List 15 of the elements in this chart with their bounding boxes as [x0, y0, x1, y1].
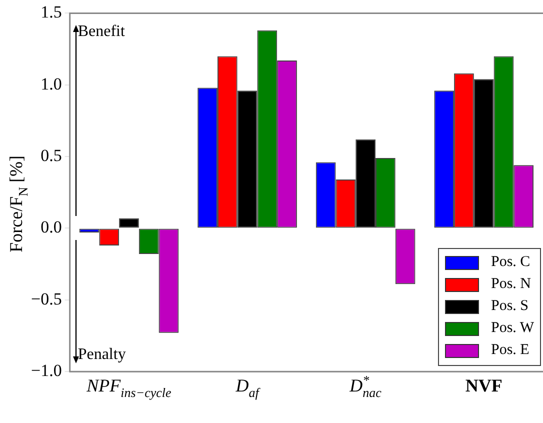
- y-axis-title: Force/FN [%]: [6, 156, 30, 252]
- legend-label: Pos. S: [491, 298, 529, 316]
- y-tick-label: 0.0: [40, 218, 62, 237]
- x-tick-label: NVF: [465, 376, 502, 396]
- legend-label: Pos. E: [491, 342, 530, 360]
- annotation: Benefit: [78, 23, 125, 42]
- legend-label: Pos. C: [491, 254, 530, 272]
- y-tick-label: 0.5: [40, 146, 62, 166]
- legend-label: Pos. W: [491, 320, 534, 338]
- legend-label: Pos. N: [491, 276, 532, 294]
- y-tick-label: −0.5: [30, 289, 62, 308]
- y-tick-label: 1.5: [40, 2, 62, 22]
- y-tick-label: 1.0: [40, 74, 62, 94]
- y-tick-label: −1.0: [30, 361, 62, 380]
- annotation: Penalty: [78, 346, 126, 364]
